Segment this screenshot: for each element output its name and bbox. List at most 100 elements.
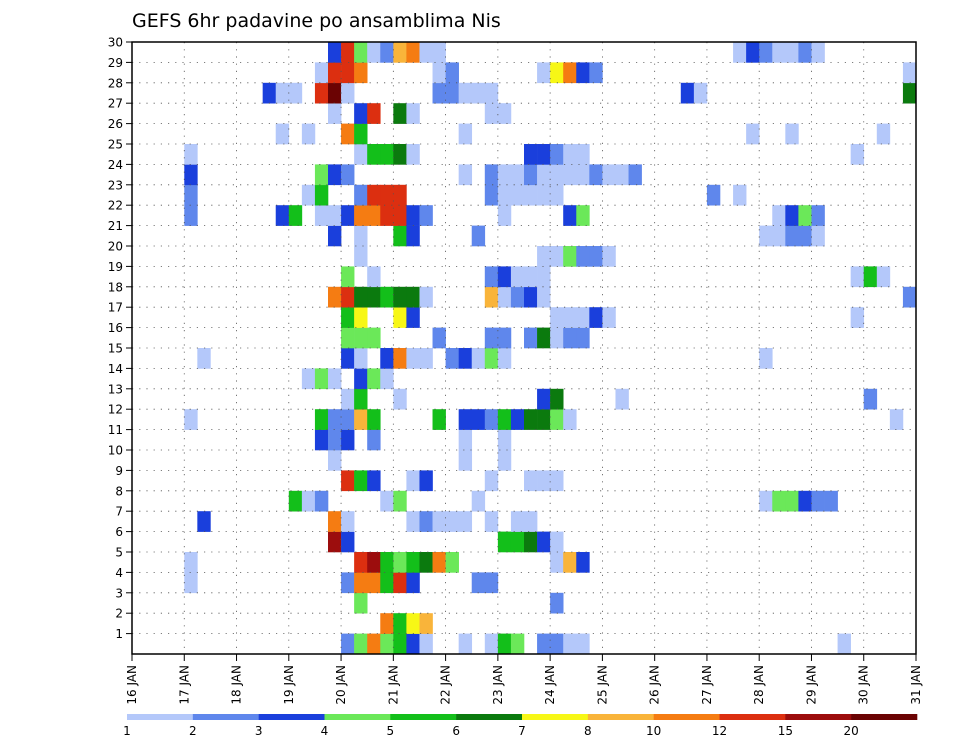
heatmap-cell (550, 470, 564, 492)
heatmap-cell (576, 327, 590, 349)
x-tick-label: 18 JAN (230, 665, 244, 705)
heatmap-cell (184, 164, 198, 186)
heatmap-cell (471, 490, 486, 512)
y-tick-label: 3 (115, 586, 123, 600)
heatmap-cell (419, 511, 433, 532)
heatmap-cell (537, 409, 551, 430)
heatmap-cell (341, 348, 355, 369)
heatmap-cell (524, 470, 538, 492)
x-tick-label: 23 JAN (491, 665, 505, 705)
heatmap-cell (354, 286, 368, 308)
heatmap-cell (576, 164, 590, 186)
heatmap-cell (328, 205, 342, 226)
heatmap-cell (301, 184, 316, 206)
heatmap-cell (354, 42, 368, 63)
heatmap-cell (589, 62, 603, 84)
heatmap-cell (380, 633, 394, 655)
heatmap-cell (510, 266, 525, 288)
y-tick-label: 29 (108, 56, 123, 70)
heatmap-cell (432, 62, 446, 84)
heatmap-cell (354, 633, 368, 655)
heatmap-cell (876, 266, 891, 288)
heatmap-cell (510, 184, 525, 206)
heatmap-cell (354, 470, 368, 492)
y-tick-label: 8 (115, 484, 123, 498)
heatmap-cell (563, 633, 577, 655)
heatmap-cell (497, 327, 512, 349)
y-tick-label: 7 (115, 505, 123, 519)
legend-swatch (192, 714, 259, 720)
heatmap-cell (602, 246, 616, 267)
heatmap-cell (537, 388, 551, 410)
y-tick-label: 30 (108, 36, 123, 50)
heatmap-cell (524, 164, 538, 186)
heatmap-cell (184, 409, 198, 430)
legend-swatch (390, 714, 457, 720)
y-tick-label: 23 (108, 178, 123, 192)
heatmap-cell (576, 62, 590, 84)
y-tick-label: 22 (108, 199, 123, 213)
heatmap-cell (576, 552, 590, 573)
legend-swatch (258, 714, 325, 720)
heatmap-cell (484, 633, 499, 655)
heatmap-cell (328, 62, 342, 84)
heatmap-cell (563, 164, 577, 186)
heatmap-cell (367, 552, 381, 573)
heatmap-cell (550, 327, 564, 349)
y-tick-label: 13 (108, 382, 123, 396)
x-tick-label: 21 JAN (386, 665, 400, 705)
heatmap-cell (510, 409, 525, 430)
x-tick-label: 30 JAN (857, 665, 871, 705)
heatmap-cell (484, 286, 499, 308)
heatmap-cell (497, 164, 512, 186)
heatmap-cell (863, 266, 878, 288)
heatmap-cell (393, 103, 407, 124)
heatmap-cell (314, 164, 329, 186)
heatmap-cell (524, 327, 538, 349)
heatmap-cell (458, 450, 473, 471)
y-tick-label: 25 (108, 138, 123, 152)
heatmap-cell (367, 327, 381, 349)
heatmap-cell (537, 246, 551, 267)
heatmap-cell (563, 246, 577, 267)
heatmap-cell (785, 123, 799, 145)
heatmap-cell (471, 572, 486, 594)
heatmap-cell (785, 42, 799, 63)
heatmap-cell (314, 62, 329, 84)
heatmap-cell (354, 246, 368, 267)
heatmap-cell (328, 225, 342, 247)
y-tick-label: 4 (115, 566, 123, 580)
heatmap-cell (328, 42, 342, 63)
heatmap-cell (798, 42, 812, 63)
heatmap-cell (354, 572, 368, 594)
heatmap-cell (354, 348, 368, 369)
heatmap-cell (328, 531, 342, 553)
heatmap-cell (328, 164, 342, 186)
heatmap-cell (759, 348, 773, 369)
heatmap-cell (419, 633, 433, 655)
y-tick-label: 24 (108, 158, 123, 172)
heatmap-cell (484, 184, 499, 206)
x-tick-label: 27 JAN (700, 665, 714, 705)
y-tick-label: 2 (115, 607, 123, 621)
heatmap-cell (367, 470, 381, 492)
y-axis-ticks: 1234567891011121314151617181920212223242… (108, 36, 132, 641)
heatmap-cell (524, 286, 538, 308)
heatmap-cell (680, 82, 695, 104)
y-tick-label: 16 (108, 321, 123, 335)
heatmap-cell (406, 613, 420, 634)
heatmap-cell (537, 327, 551, 349)
heatmap-cell (367, 633, 381, 655)
heatmap-cell (563, 144, 577, 165)
heatmap-cell (341, 531, 355, 553)
heatmap-cell (184, 572, 198, 594)
heatmap-cell (615, 164, 629, 186)
heatmap-cell (497, 286, 512, 308)
heatmap-cell (550, 531, 564, 553)
x-tick-label: 26 JAN (648, 665, 662, 705)
heatmap-cell (576, 307, 590, 328)
heatmap-cell (354, 388, 368, 410)
heatmap-cell (811, 490, 825, 512)
heatmap-cell (484, 511, 499, 532)
heatmap-cell (393, 42, 407, 63)
